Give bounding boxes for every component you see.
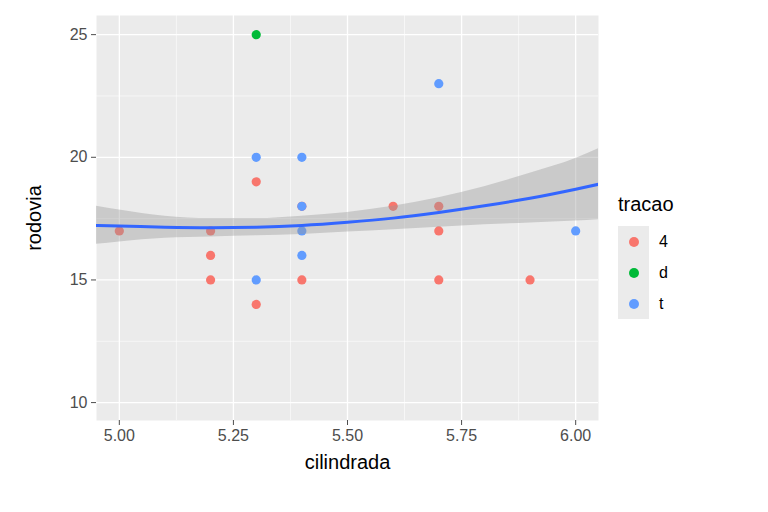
html-text:tracao: tracao <box>618 193 674 215</box>
svg-text:25: 25 <box>70 26 88 43</box>
svg-text:5.50: 5.50 <box>332 427 363 444</box>
html-text:d: d <box>659 263 668 281</box>
html-text:4: 4 <box>659 232 668 250</box>
svg-text:cilindrada: cilindrada <box>305 451 391 473</box>
svg-text:5.75: 5.75 <box>446 427 477 444</box>
svg-text:10: 10 <box>70 394 88 411</box>
html-text:t: t <box>659 294 664 312</box>
svg-text:6.00: 6.00 <box>560 427 591 444</box>
svg-text:rodovia: rodovia <box>23 184 45 250</box>
svg-text:15: 15 <box>70 271 88 288</box>
svg-text:20: 20 <box>70 148 88 165</box>
svg-text:5.00: 5.00 <box>104 427 135 444</box>
svg-text:5.25: 5.25 <box>218 427 249 444</box>
